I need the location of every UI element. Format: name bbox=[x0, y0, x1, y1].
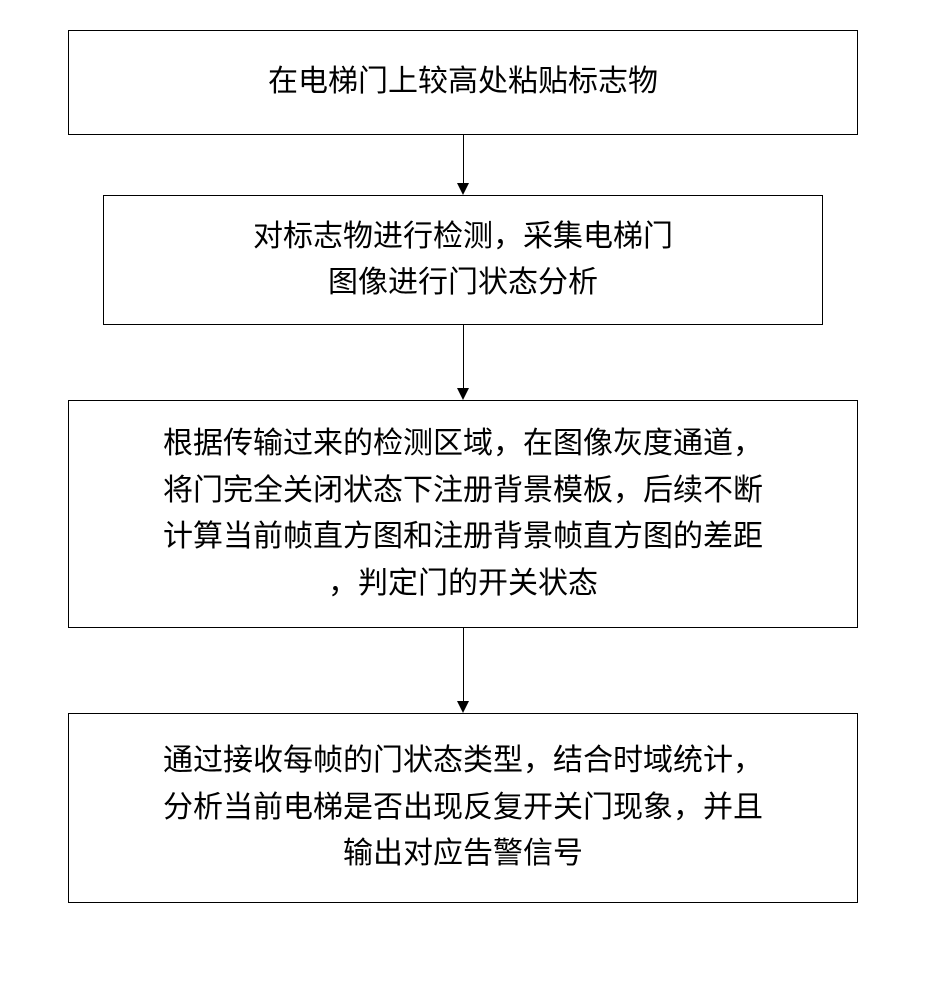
arrow-line bbox=[463, 628, 464, 701]
arrow-head-icon bbox=[457, 183, 469, 195]
node-text: 在电梯门上较高处粘贴标志物 bbox=[268, 59, 658, 106]
node-text: 对标志物进行检测，采集电梯门图像进行门状态分析 bbox=[253, 214, 673, 307]
arrow-line bbox=[463, 135, 464, 183]
flowchart-node-4: 通过接收每帧的门状态类型，结合时域统计，分析当前电梯是否出现反复开关门现象，并且… bbox=[68, 713, 858, 903]
flowchart-arrow-1 bbox=[457, 135, 469, 195]
node-text: 通过接收每帧的门状态类型，结合时域统计，分析当前电梯是否出现反复开关门现象，并且… bbox=[163, 738, 763, 878]
arrow-head-icon bbox=[457, 388, 469, 400]
flowchart-arrow-2 bbox=[457, 325, 469, 400]
flowchart-arrow-3 bbox=[457, 628, 469, 713]
flowchart-node-1: 在电梯门上较高处粘贴标志物 bbox=[68, 30, 858, 135]
arrow-head-icon bbox=[457, 701, 469, 713]
flowchart-node-3: 根据传输过来的检测区域，在图像灰度通道，将门完全关闭状态下注册背景模板，后续不断… bbox=[68, 400, 858, 628]
arrow-line bbox=[463, 325, 464, 388]
flowchart-node-2: 对标志物进行检测，采集电梯门图像进行门状态分析 bbox=[103, 195, 823, 325]
node-text: 根据传输过来的检测区域，在图像灰度通道，将门完全关闭状态下注册背景模板，后续不断… bbox=[163, 421, 763, 607]
